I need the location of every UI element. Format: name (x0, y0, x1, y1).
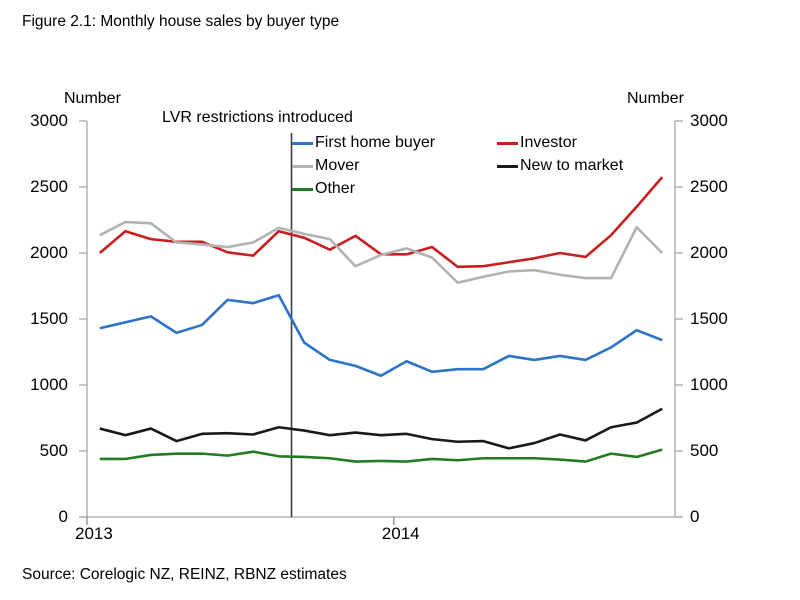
legend-swatch-investor (497, 142, 518, 145)
legend-label-first-home-buyer: First home buyer (315, 134, 436, 151)
x-tick-label: 2014 (381, 524, 420, 543)
y-tick-label-left: 2000 (30, 243, 68, 262)
legend-swatch-mover (292, 165, 313, 168)
annotation-lvr-text: LVR restrictions introduced (162, 109, 353, 126)
legend-label-investor: Investor (520, 134, 577, 151)
legend-swatch-new-to-market (497, 165, 518, 168)
y-tick-label-right: 2500 (690, 177, 728, 196)
legend-label-other: Other (315, 180, 356, 197)
y-tick-label-left: 1000 (30, 375, 68, 394)
y-tick-label-right: 2000 (690, 243, 728, 262)
y-axis-label-left: Number (64, 90, 121, 107)
series-line-first-home-buyer (99, 293, 663, 378)
legend-swatch-first-home-buyer (292, 142, 313, 145)
y-tick-label-left: 3000 (30, 111, 68, 130)
series-line-mover (99, 220, 664, 285)
y-axis-label-right: Number (627, 90, 684, 107)
y-tick-label-left: 1500 (30, 309, 68, 328)
y-tick-label-left: 0 (58, 507, 68, 526)
y-tick-label-right: 500 (690, 441, 719, 460)
y-tick-label-right: 0 (690, 507, 700, 526)
y-tick-label-left: 2500 (30, 177, 68, 196)
x-tick-label: 2013 (75, 524, 113, 543)
y-tick-label-left: 500 (39, 441, 68, 460)
legend-label-mover: Mover (315, 157, 360, 174)
y-tick-label-right: 3000 (690, 111, 728, 130)
y-tick-label-right: 1500 (690, 309, 728, 328)
series-line-new-to-market (99, 407, 663, 450)
series-line-other (99, 448, 663, 463)
legend-label-new-to-market: New to market (520, 157, 624, 174)
series-line-investor (98, 176, 664, 269)
legend-swatch-other (292, 188, 313, 191)
y-tick-label-right: 1000 (690, 375, 728, 394)
figure-title: Figure 2.1: Monthly house sales by buyer… (22, 13, 340, 30)
source-note: Source: Corelogic NZ, REINZ, RBNZ estima… (22, 566, 347, 583)
